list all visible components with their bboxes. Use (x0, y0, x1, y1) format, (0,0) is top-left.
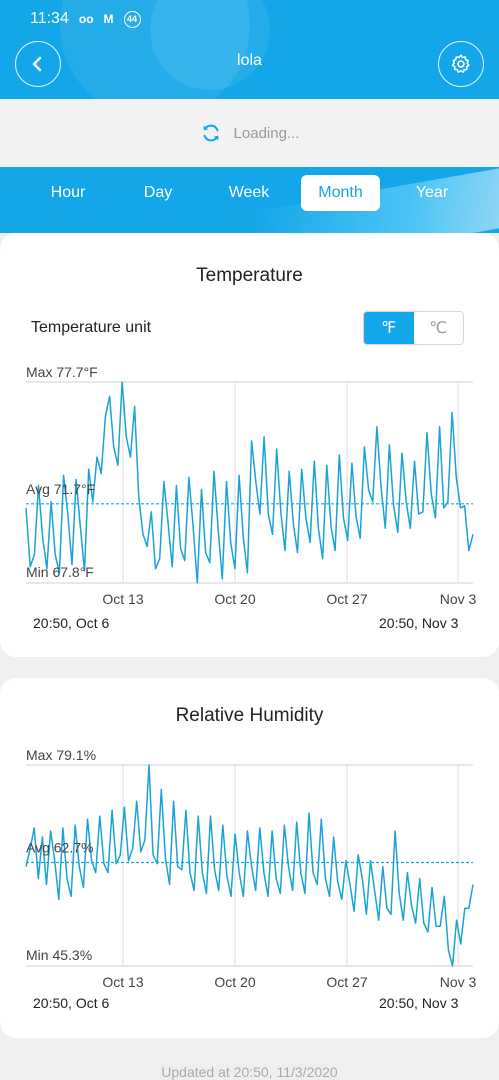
top-app-bar: 11:34 oo M 44 lola (0, 0, 499, 99)
temperature-range-end: 20:50, Nov 3 (379, 615, 459, 631)
temperature-min-label: Min 67.8°F (26, 564, 94, 580)
status-time: 11:34 (30, 10, 69, 27)
temperature-chart: Oct 13 Oct 20 Oct 27 Nov 3 Max 77.7°F Avg 71.… (25, 364, 477, 607)
temperature-range-start: 20:50, Oct 6 (33, 615, 110, 631)
humidity-card: Relative Humidity Oct 13 Oct 20 Oct 27 Nov … (0, 678, 499, 1038)
tab-week[interactable]: Week (228, 184, 270, 201)
temperature-x-tick-label: Oct 13 (102, 591, 143, 607)
refresh-icon (203, 124, 218, 142)
chevron-left-icon (32, 56, 42, 72)
fahrenheit-option[interactable]: ℉ (364, 312, 414, 344)
temperature-max-label: Max 77.7°F (26, 364, 98, 380)
humidity-max-label: Max 79.1% (26, 747, 96, 763)
back-button[interactable] (15, 41, 61, 87)
celsius-option[interactable]: ℃ (413, 312, 463, 344)
temperature-title: Temperature (196, 265, 303, 286)
temperature-avg-label: Avg 71.7°F (26, 481, 95, 497)
humidity-min-label: Min 45.3% (26, 947, 92, 963)
humidity-x-tick-label: Oct 20 (214, 974, 255, 990)
humidity-x-tick-label: Oct 13 (102, 974, 143, 990)
temperature-card: Temperature Temperature unit ℉ ℃ Oct 13 O… (0, 233, 499, 657)
loading-text: Loading... (233, 124, 300, 142)
temperature-x-tick-label: Oct 27 (326, 591, 367, 607)
status-bar: 11:34 oo M 44 (30, 8, 141, 30)
page-title: lola (237, 52, 262, 69)
temperature-unit-toggle: ℉ ℃ (363, 311, 464, 345)
tab-hour[interactable]: Hour (50, 184, 86, 201)
humidity-range-start: 20:50, Oct 6 (33, 995, 110, 1011)
humidity-x-tick-label: Nov 3 (440, 974, 477, 990)
loading-bar: Loading... (0, 99, 499, 167)
temperature-unit-label: Temperature unit (31, 319, 152, 336)
temperature-series-line (25, 381, 474, 584)
humidity-title: Relative Humidity (175, 705, 324, 726)
gear-icon (451, 54, 470, 73)
tab-year[interactable]: Year (415, 184, 449, 201)
tab-month[interactable]: Month (301, 175, 380, 211)
humidity-chart: Oct 13 Oct 20 Oct 27 Nov 3 Max 79.1% Avg 62.7… (25, 747, 477, 990)
temperature-x-tick-label: Oct 20 (214, 591, 255, 607)
tab-day[interactable]: Day (143, 184, 173, 201)
notification-badge: 44 (123, 10, 141, 28)
humidity-avg-label: Avg 62.7% (26, 840, 93, 856)
humidity-range-end: 20:50, Nov 3 (379, 995, 459, 1011)
settings-button[interactable] (438, 41, 484, 87)
humidity-series-line (25, 764, 474, 967)
voicemail-icon: oo (78, 12, 94, 26)
time-range-tabs: Hour Day Week Month Year (0, 167, 499, 233)
temperature-x-tick-label: Nov 3 (440, 591, 477, 607)
last-updated: Updated at 20:50, 11/3/2020 (161, 1064, 338, 1080)
humidity-x-tick-label: Oct 27 (326, 974, 367, 990)
mail-icon: M (103, 12, 114, 26)
